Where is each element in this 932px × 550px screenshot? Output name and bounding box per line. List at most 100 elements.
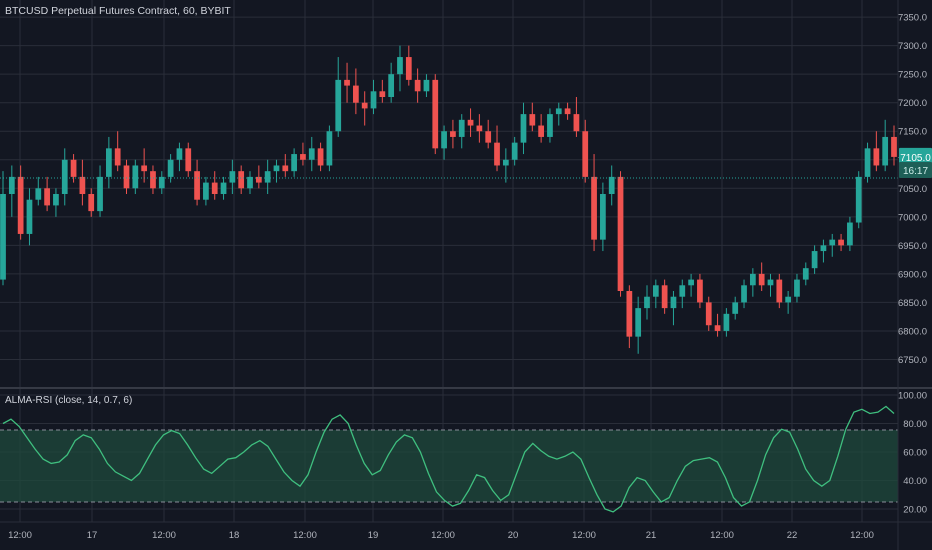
candle-body [697, 279, 703, 303]
candle-body [467, 119, 474, 126]
candle-body [441, 131, 447, 149]
candle-body [741, 285, 747, 303]
candle-body [353, 85, 359, 103]
candle-body [88, 194, 95, 212]
time-axis[interactable]: 12:00 17 12:00 18 12:00 19 12:00 20 12:00 21 12:00… [8, 530, 874, 541]
candle-body [670, 296, 677, 309]
candle-body [17, 176, 24, 234]
time-tick-label: 12:00 [850, 530, 874, 541]
price-tick-label: 6800.0 [898, 326, 927, 337]
candle-body [220, 182, 227, 194]
candle-body [502, 159, 509, 166]
candle-body [8, 176, 15, 194]
candle-body [458, 119, 465, 137]
indicator-title[interactable]: ALMA-RSI (close, 14, 0.7, 6) [5, 395, 132, 406]
price-tick-label: 6950.0 [898, 241, 927, 252]
candle-body [397, 57, 403, 75]
candle-body [555, 108, 562, 115]
candle-body [282, 165, 289, 172]
price-tick-label: 7250.0 [898, 70, 927, 81]
candle-body [564, 108, 571, 115]
time-tick-label: 20 [508, 530, 519, 541]
indicator-tick-label: 80.00 [903, 419, 927, 430]
candle-body [494, 142, 500, 166]
time-tick-label: 12:00 [152, 530, 176, 541]
price-tick-label: 7000.0 [898, 212, 927, 223]
candle-body [617, 176, 624, 291]
candle-body [847, 222, 853, 246]
candle-body [44, 188, 50, 206]
candle-body [185, 148, 192, 172]
candle-body [591, 176, 597, 240]
price-tick-label: 7200.0 [898, 98, 927, 109]
candle-body [838, 239, 844, 246]
time-tick-label: 12:00 [431, 530, 455, 541]
candle-body [520, 114, 527, 143]
candle-body [0, 194, 6, 280]
price-tick-label: 6750.0 [898, 355, 927, 366]
candle-body [820, 245, 827, 252]
candle-body [35, 188, 42, 200]
candle-body [158, 176, 165, 189]
candle-body [450, 131, 456, 137]
candle-body [26, 199, 33, 234]
time-tick-label: 12:00 [293, 530, 317, 541]
candle-body [829, 239, 836, 246]
candle-body [379, 91, 386, 97]
candle-body [511, 142, 518, 160]
time-tick-label: 22 [787, 530, 798, 541]
candle-body [300, 154, 306, 160]
candle-body [891, 136, 897, 157]
candle-body [317, 148, 324, 166]
candle-body [291, 154, 297, 172]
candle-body [203, 182, 209, 200]
candle-body [635, 308, 642, 337]
indicator-tick-label: 60.00 [903, 448, 927, 459]
last-price-badge: 7105.0 [899, 147, 932, 166]
countdown-value: 16:17 [903, 166, 928, 177]
time-tick-label: 17 [87, 530, 98, 541]
candle-body [626, 291, 633, 337]
candle-body [432, 79, 439, 149]
candle-body [335, 79, 342, 132]
rsi-band-fill [0, 430, 898, 502]
candle-body [776, 279, 783, 303]
candle-body [811, 251, 818, 269]
candle-body [529, 114, 536, 126]
price-tick-label: 7050.0 [898, 184, 927, 195]
candle-body [150, 171, 156, 189]
candle-body [105, 148, 112, 177]
candle-body [758, 273, 765, 286]
candle-body [538, 125, 544, 137]
candle-body [785, 296, 792, 303]
rsi-line [2, 405, 895, 513]
candle-body [476, 125, 483, 132]
candle-body [229, 171, 236, 183]
price-tick-label: 7300.0 [898, 41, 927, 52]
indicator-axis[interactable]: 100.00 80.00 60.00 40.00 20.00 [898, 391, 927, 516]
candle-body [79, 176, 86, 194]
candle-body [388, 74, 395, 97]
candle-body [247, 176, 253, 189]
candle-body [167, 159, 174, 177]
candle-body [414, 79, 421, 92]
candle-body [485, 131, 492, 143]
candle-body [273, 165, 280, 172]
candle-body [600, 194, 606, 240]
candle-body [308, 148, 315, 160]
candle-body [255, 176, 262, 183]
candle-body [882, 136, 889, 166]
candle-body [582, 131, 589, 177]
candle-body [211, 182, 218, 194]
candle-body [794, 279, 800, 297]
chart-title[interactable]: BTCUSD Perpetual Futures Contract, 60, B… [5, 5, 231, 17]
candle-body [732, 302, 739, 314]
time-tick-label: 18 [229, 530, 240, 541]
candle-body [767, 279, 774, 286]
candle-body [370, 91, 377, 109]
candle-body [97, 176, 103, 212]
candle-body [855, 176, 862, 223]
last-price-value: 7105.0 [900, 153, 931, 164]
time-tick-label: 12:00 [572, 530, 596, 541]
